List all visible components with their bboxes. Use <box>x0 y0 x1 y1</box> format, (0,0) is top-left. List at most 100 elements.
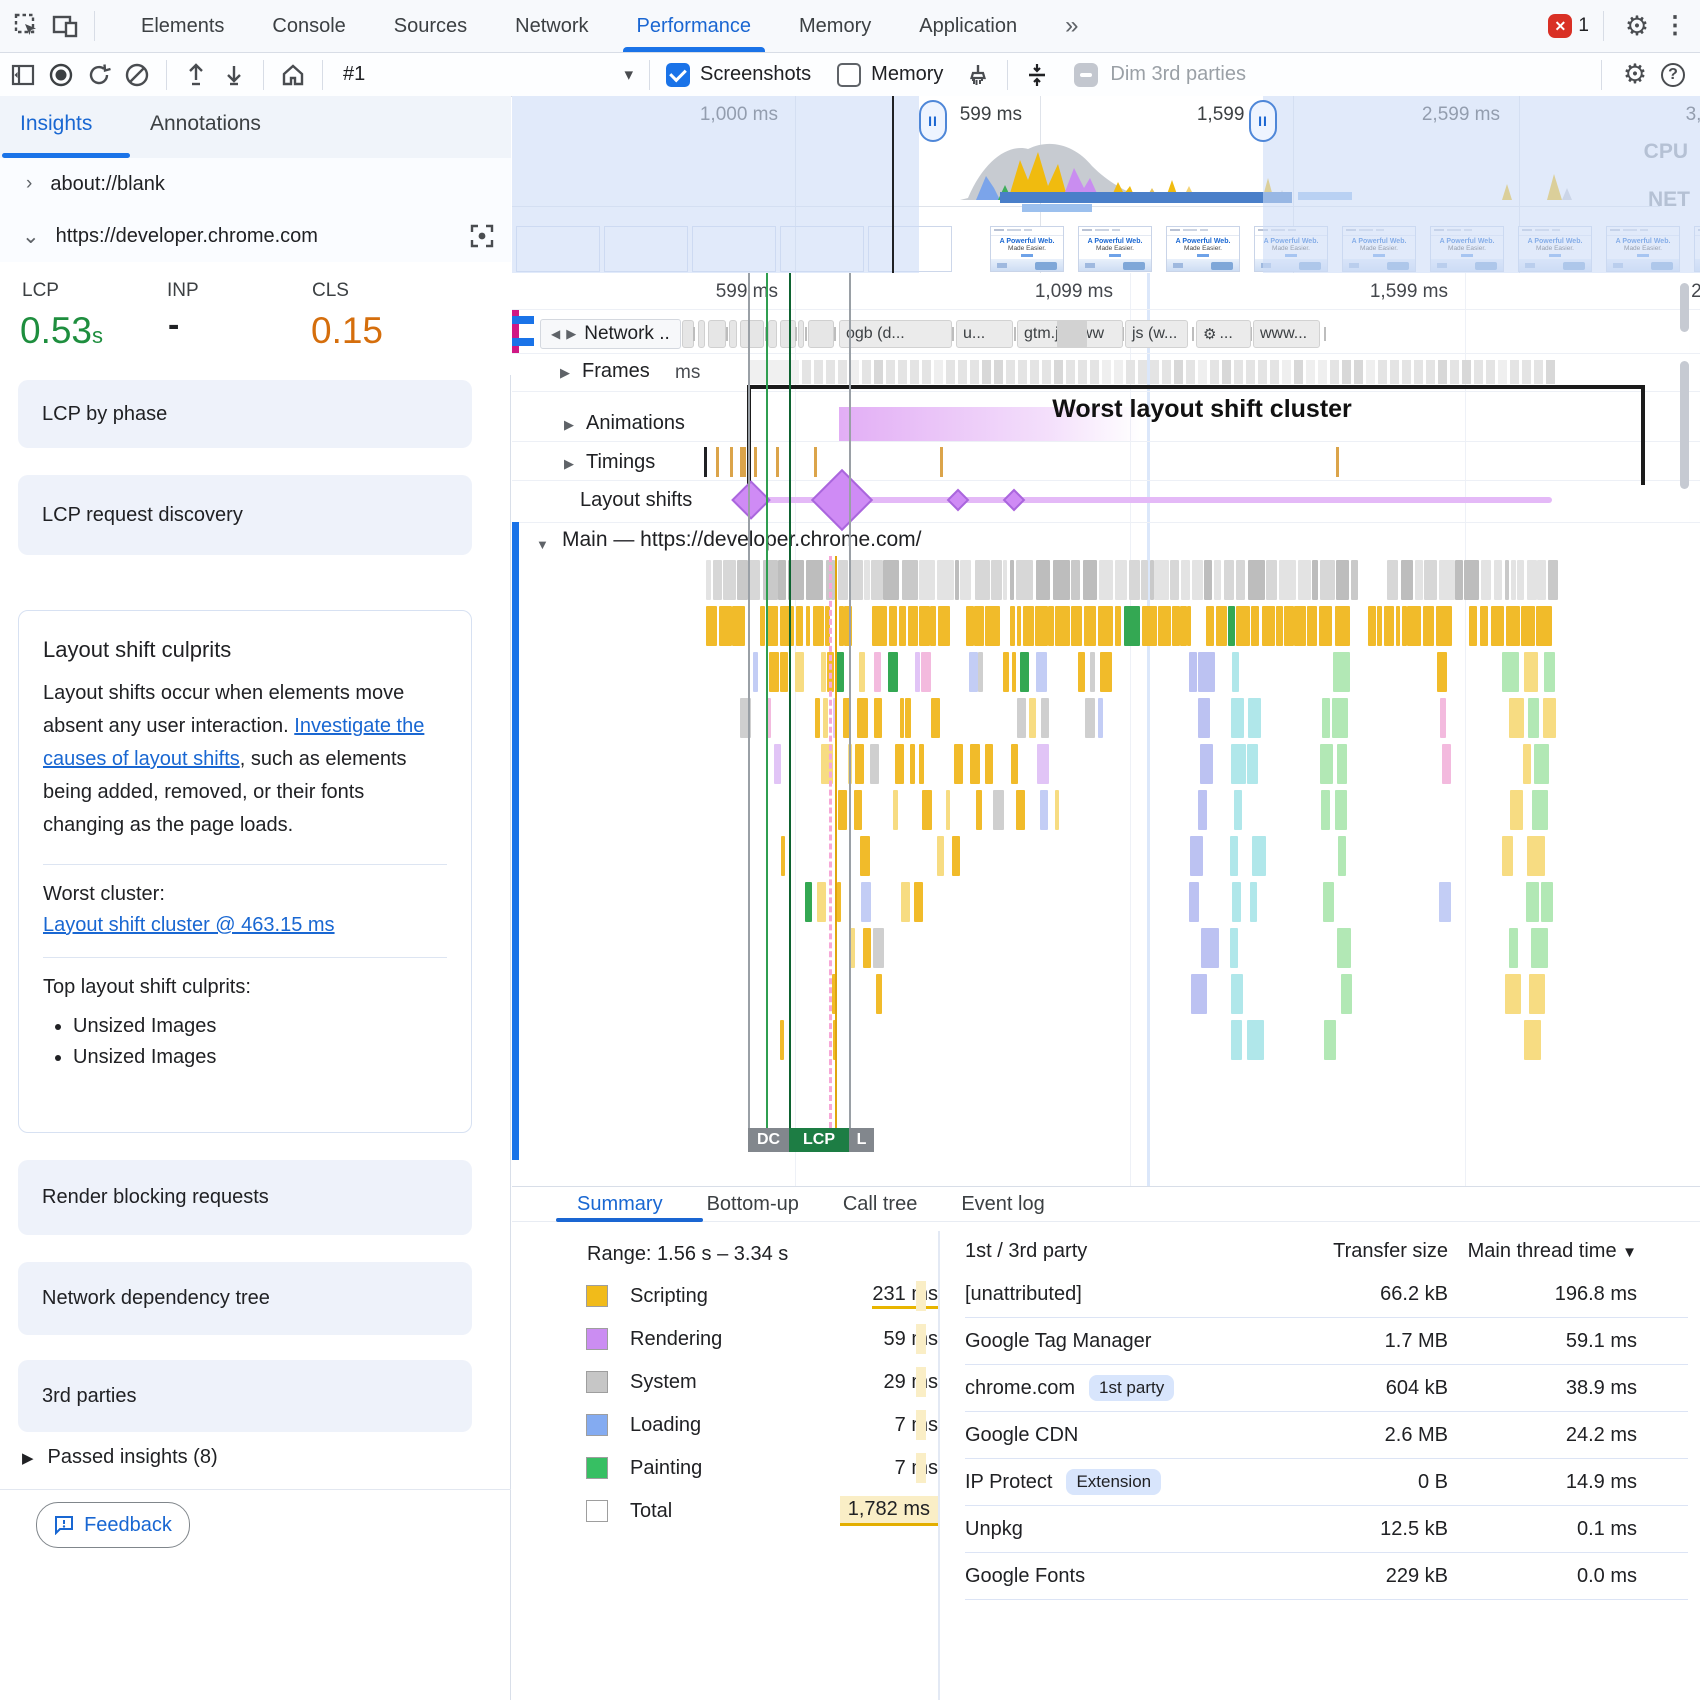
flame-bar[interactable] <box>1506 606 1520 646</box>
flame-bar[interactable] <box>1017 698 1026 738</box>
flame-bar[interactable] <box>1527 560 1537 600</box>
flame-bar[interactable] <box>1528 698 1539 738</box>
flame-bar[interactable] <box>914 882 923 922</box>
flame-bar[interactable] <box>831 560 835 600</box>
window-handle-right[interactable]: II <box>1249 100 1277 142</box>
flame-bar[interactable] <box>723 560 736 600</box>
marker-badge-l[interactable]: L <box>849 1128 874 1152</box>
culprits-link[interactable]: Investigate the causes of layout shifts <box>43 715 425 770</box>
flame-bar[interactable] <box>893 790 898 830</box>
flame-bar[interactable] <box>844 606 852 646</box>
network-request-chip[interactable]: ogb (d... <box>839 320 952 348</box>
flame-bar[interactable] <box>1187 606 1191 646</box>
flame-bar[interactable] <box>1142 606 1157 646</box>
network-request-chip[interactable] <box>798 320 804 348</box>
flame-bar[interactable] <box>1333 652 1350 692</box>
flame-bar[interactable] <box>1231 698 1244 738</box>
flame-bar[interactable] <box>1439 560 1455 600</box>
settings-gear-icon[interactable]: ⚙ <box>1624 10 1650 41</box>
flame-bar[interactable] <box>1323 882 1334 922</box>
flame-bar[interactable] <box>1098 698 1103 738</box>
flame-bar[interactable] <box>1534 744 1549 784</box>
flame-bar[interactable] <box>823 698 828 738</box>
flame-bar[interactable] <box>706 560 711 600</box>
flame-bar[interactable] <box>1150 560 1154 600</box>
layout-shift-diamond[interactable] <box>1002 488 1026 512</box>
flame-bar[interactable] <box>1491 606 1504 646</box>
flame-bar[interactable] <box>1521 606 1535 646</box>
flame-bar[interactable] <box>1141 560 1148 600</box>
flame-bar[interactable] <box>1505 560 1509 600</box>
timing-mark[interactable] <box>1336 447 1339 477</box>
flame-bar[interactable] <box>1228 606 1235 646</box>
flame-bar[interactable] <box>1322 698 1330 738</box>
flame-bar[interactable] <box>1544 652 1555 692</box>
flame-bar[interactable] <box>1384 606 1394 646</box>
flame-bar[interactable] <box>860 836 870 876</box>
flame-bar[interactable] <box>713 560 722 600</box>
flame-bar[interactable] <box>1351 560 1358 600</box>
dim-3rd-parties-toggle[interactable]: Dim 3rd parties <box>1074 62 1246 87</box>
flame-bar[interactable] <box>1115 606 1121 646</box>
flame-bar[interactable] <box>855 744 864 784</box>
legend-row-total[interactable]: Total 1,782 ms <box>586 1494 938 1528</box>
flame-bar[interactable] <box>1368 606 1376 646</box>
flame-bar[interactable] <box>837 882 841 922</box>
flame-bar[interactable] <box>1276 606 1283 646</box>
flame-bar[interactable] <box>1041 698 1049 738</box>
flame-bar[interactable] <box>955 560 959 600</box>
network-request-chip[interactable]: www... <box>1253 320 1320 348</box>
flame-bar[interactable] <box>1537 560 1546 600</box>
flame-bar[interactable] <box>966 606 974 646</box>
flame-bar[interactable] <box>969 652 978 692</box>
flame-bar[interactable] <box>1083 560 1097 600</box>
flame-bar[interactable] <box>1003 652 1009 692</box>
flame-bar[interactable] <box>1172 606 1180 646</box>
flame-bar[interactable] <box>970 744 980 784</box>
record-icon[interactable] <box>42 56 80 94</box>
flame-bar[interactable] <box>1266 560 1277 600</box>
more-tabs-icon[interactable]: » <box>1065 12 1079 39</box>
device-toolbar-icon[interactable] <box>46 7 84 45</box>
table-row[interactable]: IP Protect Extension 0 B 14.9 ms <box>965 1462 1688 1502</box>
flame-bar[interactable] <box>838 560 848 600</box>
passed-insights-toggle[interactable]: ▶ Passed insights (8) <box>22 1446 218 1469</box>
flame-bar[interactable] <box>1048 606 1054 646</box>
flame-bar[interactable] <box>1078 652 1085 692</box>
inspect-element-icon[interactable] <box>8 7 46 45</box>
flame-bar[interactable] <box>864 560 870 600</box>
details-tab-summary[interactable]: Summary <box>577 1192 663 1215</box>
flame-bar[interactable] <box>839 606 844 646</box>
insight-card-3rd-parties[interactable]: 3rd parties <box>18 1360 472 1432</box>
flame-bar[interactable] <box>826 560 831 600</box>
legend-row-rendering[interactable]: Rendering 59 ms <box>586 1322 938 1356</box>
flame-bar[interactable] <box>1232 882 1241 922</box>
flame-bar[interactable] <box>1505 974 1521 1014</box>
flame-bar[interactable] <box>974 606 984 646</box>
flame-bar[interactable] <box>1396 606 1400 646</box>
flame-bar[interactable] <box>1531 928 1548 968</box>
flame-bar[interactable] <box>1494 560 1502 600</box>
flame-bar[interactable] <box>922 790 932 830</box>
flame-bar[interactable] <box>931 698 940 738</box>
flame-bar[interactable] <box>781 836 785 876</box>
flame-bar[interactable] <box>872 606 887 646</box>
flame-bar[interactable] <box>1337 928 1351 968</box>
flame-bar[interactable] <box>1320 560 1335 600</box>
screenshots-checkbox[interactable]: Screenshots <box>666 62 811 87</box>
tab-network[interactable]: Network <box>515 14 589 37</box>
flame-bar[interactable] <box>902 560 918 600</box>
flame-bar[interactable] <box>1036 652 1047 692</box>
flame-bar[interactable] <box>873 928 884 968</box>
flame-bar[interactable] <box>874 652 881 692</box>
flame-bar[interactable] <box>895 744 904 784</box>
details-tab-event-log[interactable]: Event log <box>961 1192 1045 1215</box>
flame-bar[interactable] <box>1037 744 1049 784</box>
flame-bar[interactable] <box>753 652 758 692</box>
flame-bar[interactable] <box>849 928 855 968</box>
flame-bar[interactable] <box>1230 836 1238 876</box>
flame-bar[interactable] <box>1455 560 1463 600</box>
flame-bar[interactable] <box>930 606 936 646</box>
column-party[interactable]: 1st / 3rd party <box>965 1239 1088 1262</box>
